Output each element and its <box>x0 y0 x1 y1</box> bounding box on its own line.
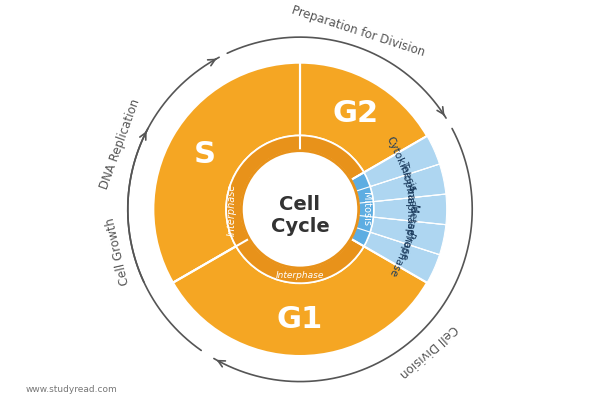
Wedge shape <box>364 232 440 283</box>
Text: Anaphase: Anaphase <box>405 184 415 235</box>
Text: Preparation for Division: Preparation for Division <box>290 4 426 59</box>
Text: Metaphase: Metaphase <box>397 203 419 261</box>
Text: Cell Division: Cell Division <box>397 322 460 381</box>
Text: Cycle: Cycle <box>271 217 329 236</box>
Text: DNA Replication: DNA Replication <box>98 97 143 191</box>
Wedge shape <box>173 246 427 356</box>
Text: Mitosis: Mitosis <box>361 192 371 226</box>
Wedge shape <box>226 136 364 283</box>
Text: Prophase: Prophase <box>386 230 415 278</box>
Wedge shape <box>370 217 446 255</box>
Wedge shape <box>351 172 374 246</box>
Text: G2: G2 <box>332 99 378 128</box>
Text: Cytokinesis: Cytokinesis <box>384 135 418 194</box>
Text: Interphase: Interphase <box>276 271 324 280</box>
Wedge shape <box>154 63 300 283</box>
Text: S: S <box>194 140 215 169</box>
Text: www.studyread.com: www.studyread.com <box>26 385 118 394</box>
Wedge shape <box>370 164 446 202</box>
Wedge shape <box>373 194 446 225</box>
Text: Telophase: Telophase <box>398 160 418 213</box>
Wedge shape <box>300 63 427 172</box>
Wedge shape <box>364 136 440 186</box>
Circle shape <box>241 151 359 268</box>
Text: Cell: Cell <box>280 195 320 214</box>
Text: Cell Growth: Cell Growth <box>103 216 131 286</box>
Text: Interphase: Interphase <box>227 183 237 236</box>
Text: G1: G1 <box>277 305 323 334</box>
